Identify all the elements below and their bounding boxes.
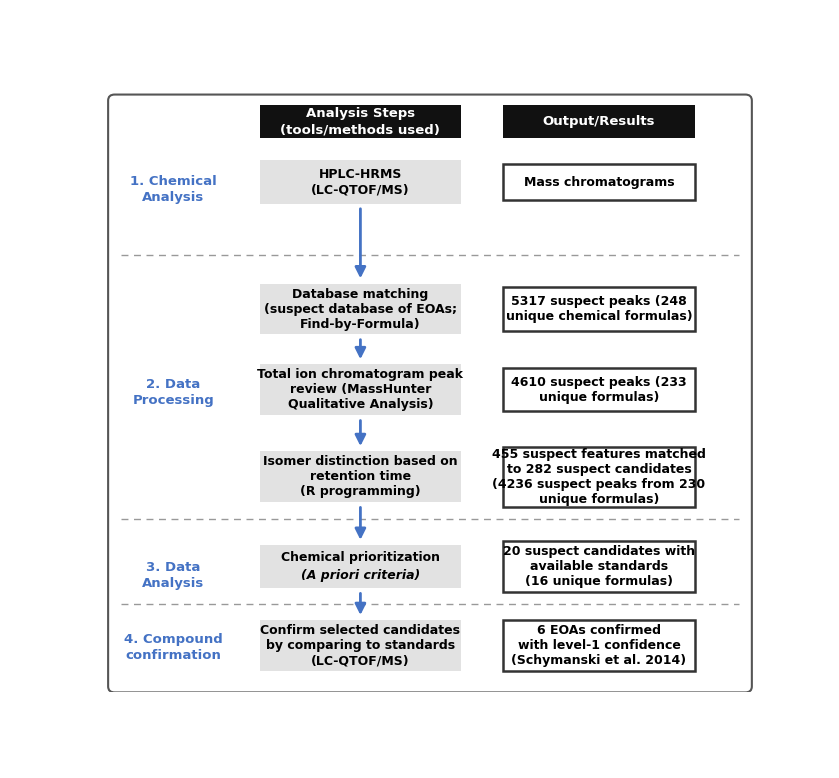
FancyBboxPatch shape [259, 364, 461, 415]
FancyBboxPatch shape [503, 620, 695, 671]
FancyBboxPatch shape [259, 105, 461, 138]
Text: Confirm selected candidates
by comparing to standards
(LC-QTOF/MS): Confirm selected candidates by comparing… [260, 624, 461, 668]
Text: (: ( [357, 569, 363, 582]
Text: Mass chromatograms: Mass chromatograms [524, 176, 675, 188]
Text: 1. Chemical
Analysis: 1. Chemical Analysis [130, 175, 216, 204]
FancyBboxPatch shape [503, 287, 695, 331]
Text: Isomer distinction based on
retention time
(R programming): Isomer distinction based on retention ti… [263, 455, 458, 498]
Text: 3. Data
Analysis: 3. Data Analysis [142, 561, 204, 590]
Text: (A priori criteria): (A priori criteria) [301, 569, 420, 582]
Text: 4. Compound
confirmation: 4. Compound confirmation [124, 633, 222, 662]
FancyBboxPatch shape [503, 447, 695, 506]
Text: Chemical prioritization: Chemical prioritization [281, 552, 440, 565]
FancyBboxPatch shape [259, 620, 461, 671]
Text: Analysis Steps
(tools/methods used): Analysis Steps (tools/methods used) [280, 107, 440, 137]
FancyBboxPatch shape [259, 545, 461, 588]
Text: 5317 suspect peaks (248
unique chemical formulas): 5317 suspect peaks (248 unique chemical … [506, 295, 692, 323]
FancyBboxPatch shape [503, 368, 695, 412]
FancyBboxPatch shape [503, 541, 695, 592]
Text: 2. Data
Processing: 2. Data Processing [133, 378, 214, 408]
FancyBboxPatch shape [259, 160, 461, 204]
FancyBboxPatch shape [108, 95, 752, 692]
Text: 4610 suspect peaks (233
unique formulas): 4610 suspect peaks (233 unique formulas) [511, 376, 687, 404]
Text: 20 suspect candidates with
available standards
(16 unique formulas): 20 suspect candidates with available sta… [503, 545, 695, 588]
FancyBboxPatch shape [259, 451, 461, 503]
Text: Database matching
(suspect database of EOAs;
Find-by-Formula): Database matching (suspect database of E… [264, 288, 457, 331]
Text: Total ion chromatogram peak
review (MassHunter
Qualitative Analysis): Total ion chromatogram peak review (Mass… [258, 369, 463, 412]
Text: Output/Results: Output/Results [543, 115, 655, 128]
FancyBboxPatch shape [503, 164, 695, 200]
Text: (A priori criteria): (A priori criteria) [301, 569, 420, 583]
FancyBboxPatch shape [259, 545, 461, 588]
Text: HPLC-HRMS
(LC-QTOF/MS): HPLC-HRMS (LC-QTOF/MS) [311, 168, 409, 196]
FancyBboxPatch shape [259, 283, 461, 335]
Text: 6 EOAs confirmed
with level-1 confidence
(Schymanski et al. 2014): 6 EOAs confirmed with level-1 confidence… [512, 624, 686, 668]
Text: (A priori criteria): (A priori criteria) [301, 569, 420, 582]
FancyBboxPatch shape [503, 105, 695, 138]
Text: Chemical prioritization: Chemical prioritization [281, 551, 440, 564]
Text: 455 suspect features matched
to 282 suspect candidates
(4236 suspect peaks from : 455 suspect features matched to 282 susp… [492, 448, 706, 506]
